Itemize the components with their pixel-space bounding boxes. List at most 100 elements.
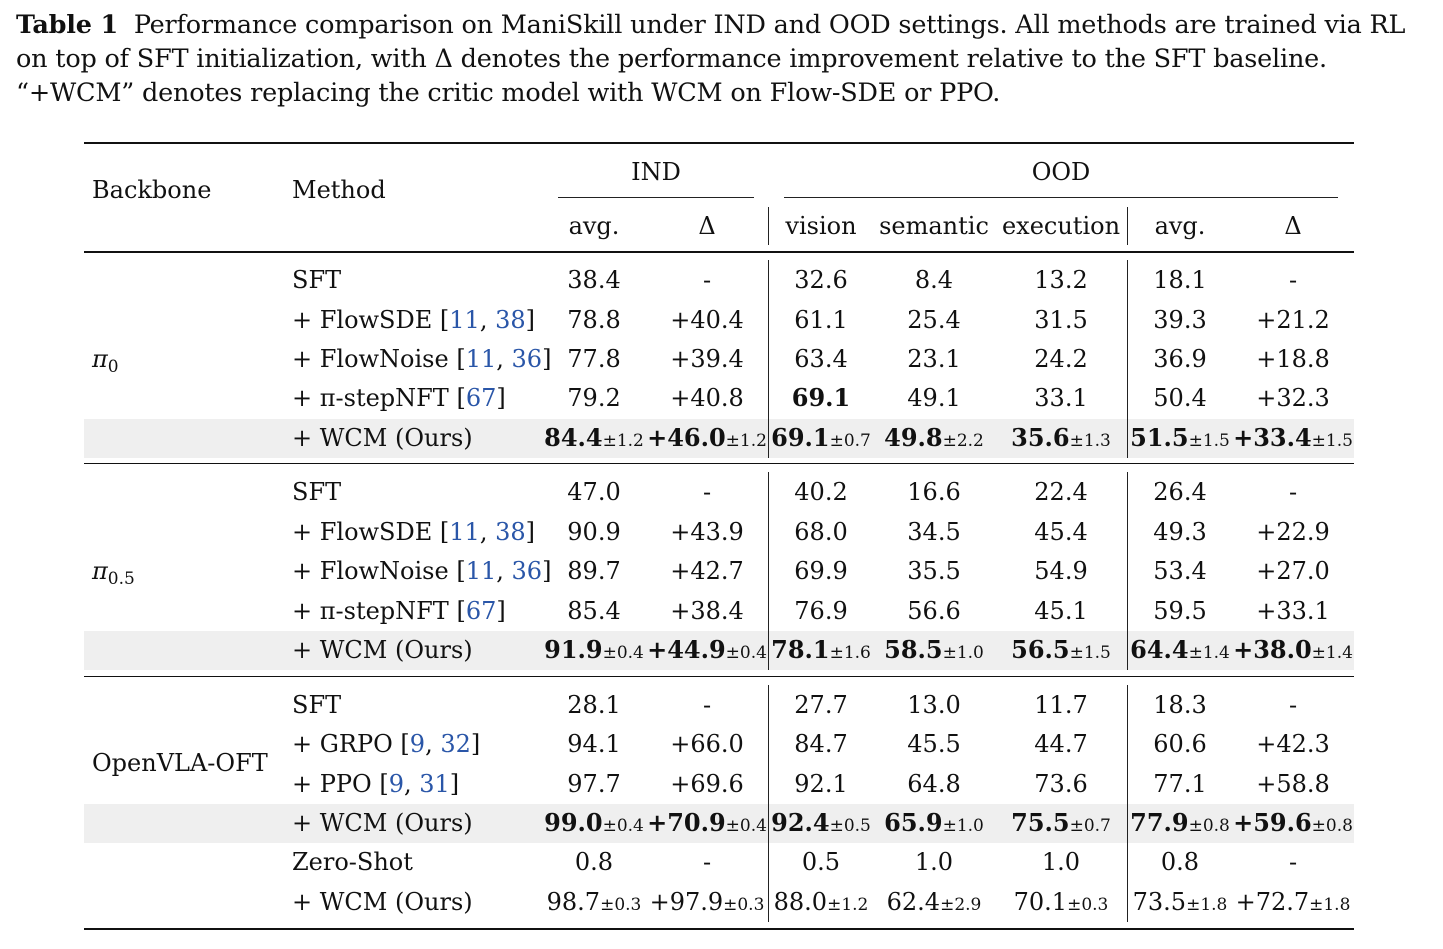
citation-link[interactable]: 11: [465, 557, 497, 585]
cell-value: 59.5: [1153, 597, 1207, 625]
citation-link[interactable]: 31: [419, 770, 450, 798]
cell-value: 0.8: [1160, 848, 1200, 876]
value-cell: 90.9: [524, 517, 664, 547]
citation-link[interactable]: 11: [449, 306, 480, 334]
header-sub-3: semantic: [879, 212, 989, 240]
cell-value: 18.3: [1153, 691, 1207, 719]
cell-value: 64.8: [907, 770, 961, 798]
value-cell: 0.5: [751, 847, 891, 877]
cell-value: +32.3: [1256, 384, 1330, 412]
value-cell: 22.4: [991, 477, 1131, 507]
value-cell: 54.9: [991, 556, 1131, 586]
value-cell: 36.9: [1110, 344, 1250, 374]
citation-link[interactable]: 11: [465, 345, 497, 373]
cell-std: ±0.8: [1311, 816, 1353, 836]
value-cell: 49.1: [864, 383, 1004, 413]
citation-link[interactable]: 11: [449, 518, 480, 546]
cell-value: +97.9: [649, 888, 724, 916]
method-name: + WCM (Ours): [292, 887, 473, 917]
cell-value: 1.0: [914, 848, 954, 876]
header-sub-2: vision: [785, 212, 857, 240]
value-cell: -: [637, 265, 777, 295]
cell-value: 69.1: [791, 383, 851, 412]
cell-value: 45.5: [907, 730, 961, 758]
citation-link[interactable]: 9: [388, 770, 404, 798]
method-name: + FlowSDE [11, 38]: [292, 517, 535, 547]
method-label: SFT: [292, 691, 342, 719]
method-label: + FlowSDE [: [292, 306, 450, 334]
header-sub-5: avg.: [1154, 212, 1206, 240]
citation-separator: ,: [403, 770, 420, 798]
cell-value: 63.4: [794, 345, 848, 373]
cell-value: 16.6: [907, 478, 961, 506]
method-name: + PPO [9, 31]: [292, 769, 459, 799]
value-cell: 0.8: [1110, 847, 1250, 877]
column-divider: [768, 685, 769, 922]
citation-link[interactable]: 9: [409, 730, 426, 758]
cell-value: +70.9: [647, 808, 726, 837]
citation-link[interactable]: 67: [465, 597, 497, 625]
value-cell: +18.8: [1223, 344, 1363, 374]
value-cell: 40.2: [751, 477, 891, 507]
header-sub-4: execution: [1001, 212, 1121, 240]
value-cell: +40.8: [637, 383, 777, 413]
highlight-row-bg: [84, 631, 1354, 670]
citation-link[interactable]: 38: [495, 518, 526, 546]
value-cell: 85.4: [524, 596, 664, 626]
value-cell: 84.7: [751, 729, 891, 759]
citation-link[interactable]: 38: [495, 306, 526, 334]
cell-value: +44.9: [647, 635, 726, 664]
cell-value: 32.6: [794, 266, 848, 294]
value-cell: 97.7: [524, 769, 664, 799]
citation-separator: ,: [479, 518, 496, 546]
value-cell: 38.4: [524, 265, 664, 295]
cell-value: 69.1: [771, 423, 830, 452]
value-cell: 56.5±1.5: [991, 635, 1131, 668]
cell-value: +33.1: [1256, 597, 1330, 625]
citation-link[interactable]: 36: [511, 345, 543, 373]
cell-value: 79.2: [567, 384, 621, 412]
cell-value: 11.7: [1034, 691, 1088, 719]
value-cell: 1.0: [991, 847, 1131, 877]
table-rule: [84, 251, 1354, 253]
value-cell: 79.2: [524, 383, 664, 413]
value-cell: 78.1±1.6: [751, 635, 891, 668]
method-name: + WCM (Ours): [292, 423, 473, 453]
cell-value: 27.7: [794, 691, 848, 719]
citation-link[interactable]: 67: [465, 384, 497, 412]
cell-value: 92.4: [771, 808, 830, 837]
citation-link[interactable]: 36: [511, 557, 543, 585]
cell-value: +38.0: [1233, 635, 1312, 664]
value-cell: 70.1±0.3: [991, 887, 1131, 920]
cell-value: -: [702, 691, 712, 719]
cell-std: ±0.3: [1067, 895, 1109, 915]
value-cell: 18.1: [1110, 265, 1250, 295]
value-cell: 23.1: [864, 344, 1004, 374]
cell-value: 65.9: [884, 808, 943, 837]
value-cell: 78.8: [524, 305, 664, 335]
value-cell: 77.8: [524, 344, 664, 374]
value-cell: 35.5: [864, 556, 1004, 586]
value-cell: +59.6±0.8: [1223, 808, 1363, 841]
citation-link[interactable]: 32: [440, 730, 471, 758]
method-name: SFT: [292, 265, 341, 295]
value-cell: 35.6±1.3: [991, 423, 1131, 456]
cell-value: 75.5: [1011, 808, 1070, 837]
citation-separator: ,: [425, 730, 441, 758]
value-cell: 58.5±1.0: [864, 635, 1004, 668]
citation-bracket: ]: [449, 770, 460, 798]
cell-value: 49.3: [1153, 518, 1207, 546]
caption-text: Performance comparison on ManiSkill unde…: [16, 10, 1406, 108]
value-cell: 47.0: [524, 477, 664, 507]
cell-value: 40.2: [794, 478, 848, 506]
cell-value: 77.8: [567, 345, 621, 373]
method-label: + WCM (Ours): [292, 636, 473, 664]
cell-value: 99.0: [544, 808, 603, 837]
cell-value: 51.5: [1130, 423, 1189, 452]
value-cell: 24.2: [991, 344, 1131, 374]
cell-std: ±1.3: [1069, 431, 1111, 451]
table-rule: [84, 142, 1354, 144]
cell-std: ±2.9: [940, 895, 982, 915]
cell-value: 97.7: [567, 770, 621, 798]
value-cell: 77.1: [1110, 769, 1250, 799]
